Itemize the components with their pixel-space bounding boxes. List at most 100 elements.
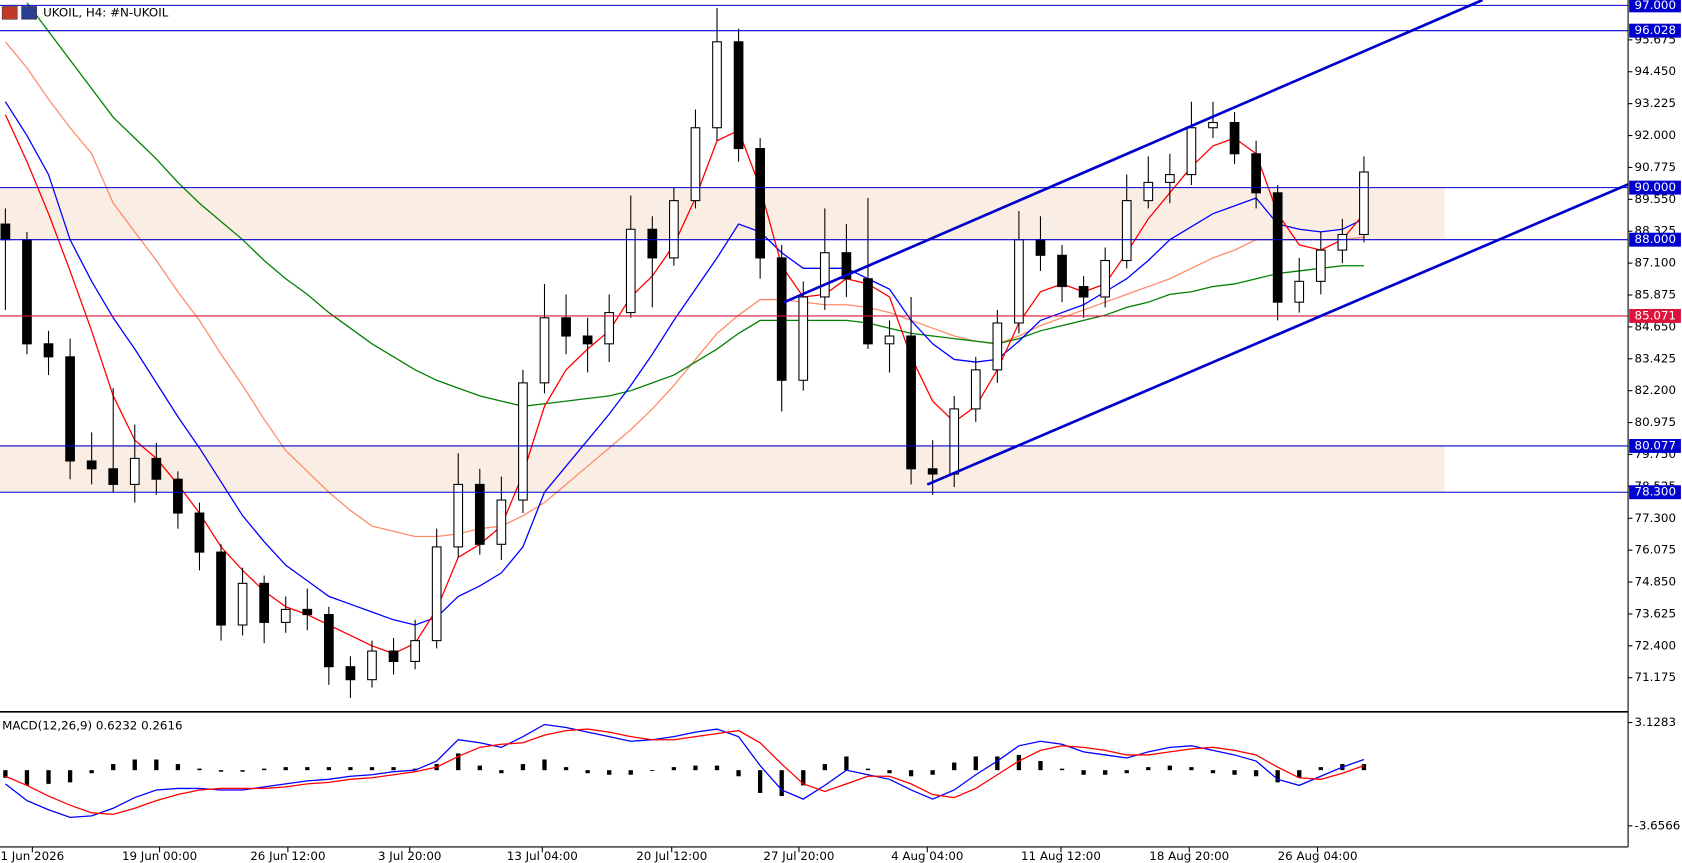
candle-body [474, 483, 485, 545]
x-tick-label: 1 Jun 2026 [0, 849, 64, 863]
histogram-bar [973, 756, 978, 771]
candle-body [1337, 233, 1348, 251]
histogram-bar [369, 767, 375, 771]
candle-body [453, 483, 464, 548]
x-tick-label: 13 Jul 04:00 [507, 849, 578, 863]
candle-body [1165, 174, 1175, 183]
level-label: 97.000 [1635, 0, 1676, 12]
y-tick-label: -3.6566 [1635, 818, 1681, 832]
candle-body [173, 478, 183, 514]
level-label-box [1629, 232, 1681, 247]
indicator-line [26, 2, 1364, 407]
candle-body [1143, 181, 1154, 202]
zone [0, 187, 1445, 240]
candle-body [345, 666, 356, 681]
candle-body [927, 468, 938, 475]
channel-lower [926, 183, 1629, 486]
y-tick-label: 84.650 [1635, 319, 1676, 333]
candle-body [582, 335, 593, 345]
histogram-bar [628, 770, 633, 775]
candle-body [884, 335, 895, 345]
histogram-bar [1016, 754, 1022, 771]
candle-body [733, 41, 744, 150]
candle-body [22, 239, 32, 345]
histogram-bar [391, 767, 396, 771]
histogram-bar [693, 765, 698, 771]
level-label-box [1629, 308, 1681, 323]
x-tick-label: 19 Jun 00:00 [122, 849, 197, 863]
histogram-bar [305, 767, 310, 771]
candle-body [302, 608, 313, 616]
level-label-box [1629, 485, 1681, 500]
candle-body [690, 127, 701, 202]
candle-body [43, 343, 54, 358]
histogram-bar [1210, 770, 1216, 774]
candle-body [496, 499, 507, 545]
histogram-bar [1189, 767, 1194, 771]
histogram-bar [607, 770, 612, 775]
histogram-bar [995, 756, 1000, 771]
histogram-bar [412, 768, 418, 771]
level-label-box [1629, 23, 1681, 38]
candle-body [561, 317, 571, 337]
candle-body [280, 608, 291, 623]
histogram-bar [46, 770, 51, 784]
x-tick-label: 20 Jul 12:00 [636, 849, 707, 863]
histogram-bar [326, 767, 332, 771]
candle-body [194, 512, 205, 553]
candle-body [1035, 239, 1046, 256]
histogram-bar [822, 764, 827, 771]
candle-body [259, 582, 270, 623]
candle-body [1121, 200, 1132, 262]
histogram-bar [1318, 767, 1323, 771]
level-label: 88.000 [1635, 232, 1676, 246]
histogram-bar [757, 770, 763, 794]
y-tick-label: 85.875 [1635, 288, 1676, 302]
histogram-bar [1146, 767, 1151, 771]
level-label: 80.077 [1635, 438, 1676, 452]
histogram-bar [736, 770, 741, 777]
indicator-line [4, 114, 1365, 655]
histogram-bar [1059, 768, 1065, 771]
histogram-bar [218, 770, 224, 772]
candle-body [604, 312, 615, 345]
level-label: 85.071 [1635, 308, 1676, 322]
candle-body [1057, 254, 1067, 288]
indicator-line [4, 41, 1365, 538]
y-tick-label: 72.400 [1635, 638, 1676, 652]
candle-body [949, 408, 960, 475]
macd-title: MACD(12,26,9) 0.6232 0.2616 [2, 718, 182, 732]
candle-body [65, 356, 75, 462]
candle-body [86, 460, 97, 470]
candle-body [819, 252, 830, 298]
candle-body [237, 582, 248, 626]
candle-body [324, 614, 334, 668]
histogram-bar [197, 768, 202, 771]
candle-body [863, 278, 873, 345]
candle-body [1359, 171, 1369, 236]
x-tick-label: 11 Aug 12:00 [1021, 849, 1101, 863]
histogram-bar [865, 768, 871, 771]
candle-body [1208, 121, 1218, 129]
histogram-bar [132, 759, 137, 771]
icon [1, 6, 18, 20]
histogram-bar [1232, 770, 1237, 775]
y-tick-label: 3.1283 [1635, 715, 1676, 729]
histogram-bar [348, 767, 353, 771]
level-label: 90.000 [1635, 180, 1676, 194]
level-label: 78.300 [1635, 485, 1676, 499]
histogram-bar [563, 767, 569, 771]
histogram-bar [154, 759, 159, 771]
candle-body [669, 200, 679, 259]
y-tick-label: 80.975 [1635, 415, 1676, 429]
histogram-bar [240, 770, 245, 772]
candle-body [388, 650, 399, 662]
y-tick-label: 74.850 [1635, 575, 1676, 589]
histogram-bar [24, 770, 30, 786]
x-tick-label: 26 Aug 04:00 [1278, 849, 1358, 863]
histogram-bar [1275, 770, 1280, 783]
histogram-bar [908, 770, 914, 777]
